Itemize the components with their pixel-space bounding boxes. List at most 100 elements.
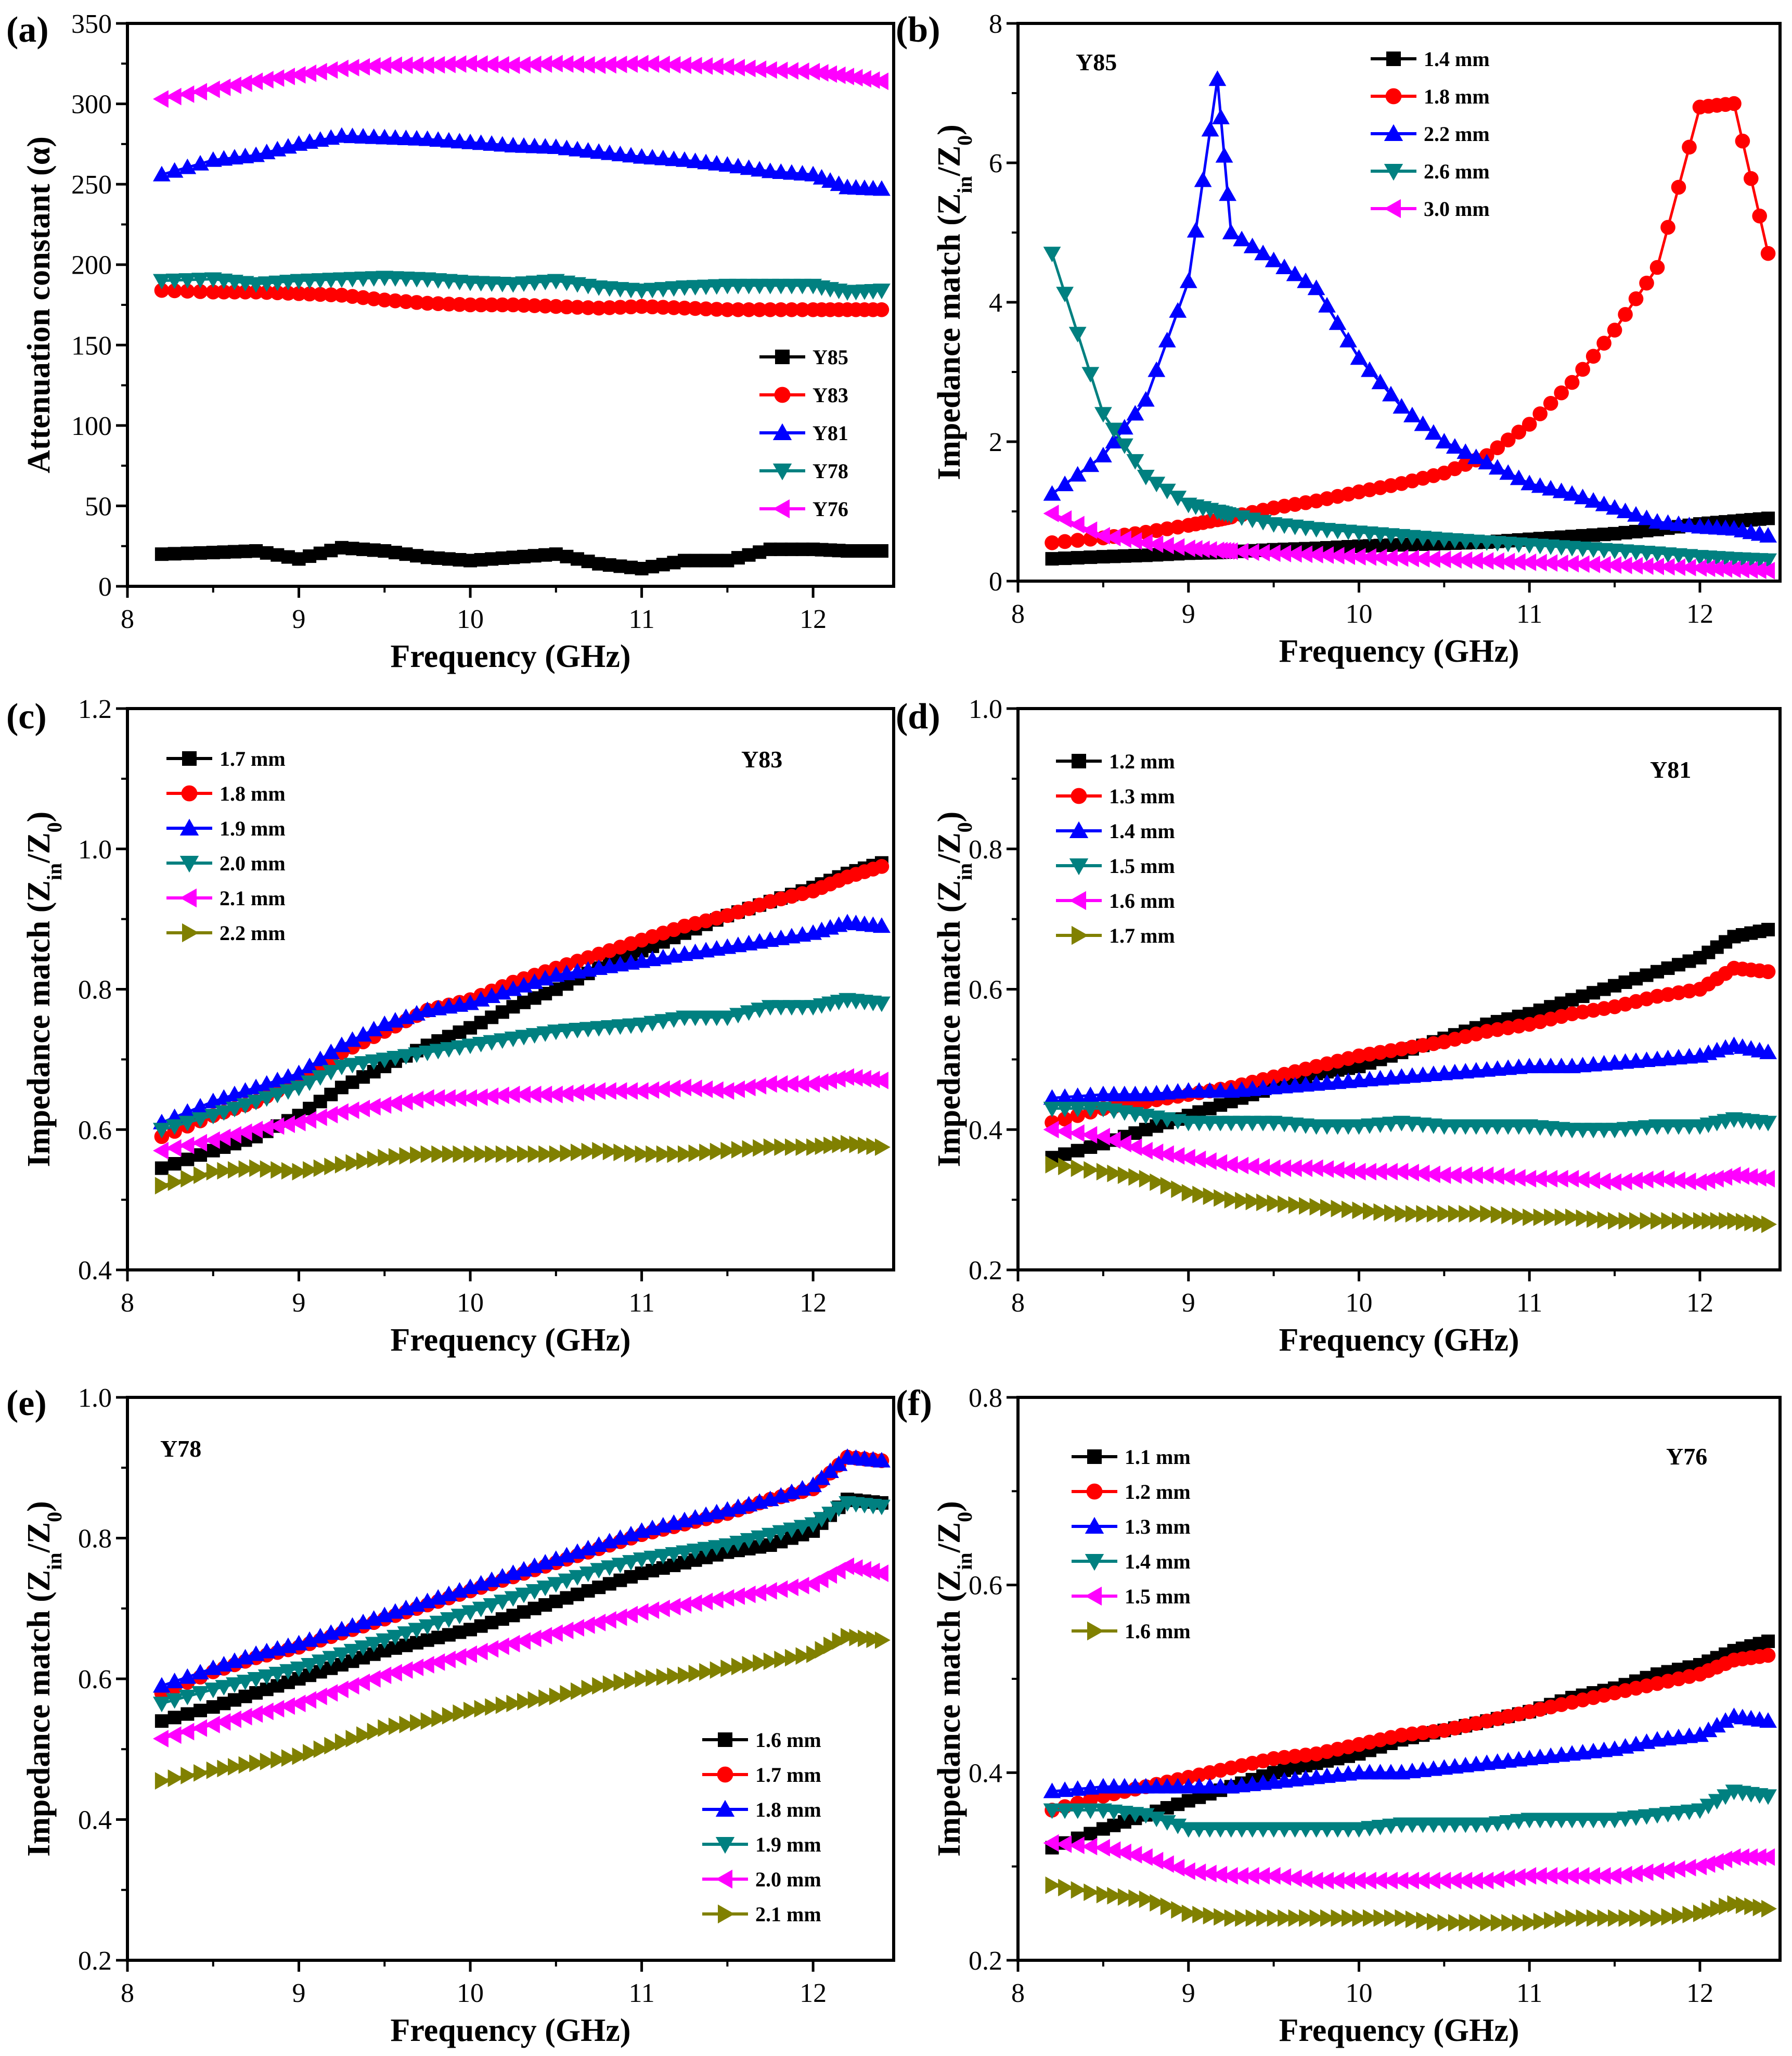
data-point bbox=[665, 150, 683, 166]
data-point bbox=[1717, 1851, 1733, 1869]
data-point bbox=[1045, 1155, 1061, 1174]
data-point bbox=[1331, 1200, 1347, 1217]
data-point bbox=[408, 1047, 426, 1063]
y-tick-label: 0.6 bbox=[78, 1115, 112, 1145]
legend-item: 1.7 mm bbox=[166, 747, 286, 770]
data-point bbox=[322, 1651, 340, 1667]
data-point bbox=[1068, 1087, 1087, 1103]
y-axis-title-subscript: in bbox=[953, 1552, 976, 1570]
series-Y85 bbox=[154, 541, 888, 575]
data-point bbox=[813, 1073, 829, 1091]
data-point bbox=[751, 1077, 767, 1095]
legend-item: 1.9 mm bbox=[702, 1833, 821, 1856]
data-point bbox=[1148, 1852, 1164, 1870]
y-tick-label: 0.6 bbox=[969, 1571, 1002, 1601]
y-axis-title: Impedance match (Zin/Z0) bbox=[932, 812, 976, 1167]
y-tick-label: 50 bbox=[85, 492, 112, 521]
data-point bbox=[1459, 1205, 1475, 1223]
data-point bbox=[547, 1577, 565, 1593]
legend-label: 1.9 mm bbox=[755, 1833, 821, 1856]
data-point bbox=[1222, 542, 1238, 560]
legend-item: Y85 bbox=[759, 345, 848, 369]
data-point bbox=[874, 302, 889, 317]
series-1.5-mm bbox=[1043, 1834, 1775, 1890]
y-axis-title-subscript: in bbox=[953, 176, 976, 193]
data-point bbox=[1584, 555, 1601, 573]
data-point bbox=[204, 1109, 222, 1125]
data-point bbox=[793, 165, 811, 181]
data-point bbox=[677, 1145, 693, 1163]
data-point bbox=[450, 133, 469, 149]
data-point bbox=[398, 294, 414, 310]
data-point bbox=[1488, 1167, 1504, 1185]
chart-panel-d: 8 9 10 11 12 0.2 0.4 0.6 0.8 1.0 Frequency (GHz) Im… bbox=[896, 695, 1782, 1358]
data-point bbox=[495, 1145, 511, 1163]
data-point bbox=[751, 1003, 769, 1019]
y-tick-label: 100 bbox=[71, 412, 112, 441]
data-point bbox=[376, 1633, 394, 1649]
data-point bbox=[268, 1117, 285, 1135]
data-point bbox=[1750, 1848, 1767, 1866]
panel-label: (c) bbox=[6, 697, 47, 737]
y-tick-label: 0.2 bbox=[78, 1946, 112, 1976]
data-point bbox=[830, 1455, 848, 1471]
data-point bbox=[165, 1119, 184, 1135]
data-point bbox=[1708, 1170, 1724, 1188]
data-point bbox=[1169, 302, 1187, 318]
data-point bbox=[178, 1668, 197, 1684]
data-point bbox=[1480, 1913, 1496, 1932]
data-point bbox=[821, 1071, 837, 1089]
data-point bbox=[236, 74, 252, 93]
data-point bbox=[718, 1538, 737, 1554]
data-point bbox=[1382, 1116, 1400, 1133]
data-point bbox=[1068, 1101, 1087, 1117]
data-point bbox=[1682, 139, 1697, 155]
data-point bbox=[1056, 476, 1074, 492]
data-point bbox=[665, 56, 681, 74]
y-axis-title-part: ) bbox=[932, 124, 967, 135]
data-point bbox=[167, 1711, 182, 1725]
data-point bbox=[686, 1544, 704, 1560]
data-point bbox=[178, 1723, 195, 1741]
data-point bbox=[623, 299, 639, 315]
data-point bbox=[1045, 1876, 1061, 1894]
data-point bbox=[472, 55, 488, 73]
data-point bbox=[742, 1140, 758, 1158]
y-axis-title-part: /Z bbox=[21, 1522, 57, 1553]
data-point bbox=[1651, 1909, 1666, 1927]
data-point bbox=[527, 298, 542, 313]
data-point bbox=[378, 1149, 394, 1167]
legend-marker bbox=[181, 785, 198, 802]
x-axis-title: Frequency (GHz) bbox=[1279, 634, 1519, 669]
data-point bbox=[730, 302, 746, 317]
data-point bbox=[430, 296, 446, 311]
data-point bbox=[763, 1652, 779, 1670]
data-point bbox=[1215, 147, 1233, 163]
data-point bbox=[365, 1670, 381, 1688]
data-point bbox=[1638, 1120, 1656, 1136]
data-point bbox=[795, 302, 810, 317]
data-point bbox=[1094, 527, 1110, 545]
data-point bbox=[236, 1123, 252, 1141]
data-point bbox=[191, 1112, 209, 1128]
data-point bbox=[153, 1677, 171, 1693]
data-point bbox=[857, 1629, 873, 1648]
data-point bbox=[773, 302, 789, 317]
x-tick-label: 9 bbox=[292, 605, 306, 634]
data-point bbox=[1543, 396, 1558, 411]
data-point bbox=[1126, 1846, 1142, 1864]
data-point bbox=[1224, 1909, 1240, 1927]
data-point bbox=[181, 546, 195, 560]
data-point bbox=[1105, 433, 1123, 448]
series-2.1-mm bbox=[154, 1627, 891, 1790]
data-point bbox=[622, 1018, 640, 1034]
data-point bbox=[1744, 1214, 1760, 1231]
data-point bbox=[493, 136, 511, 152]
data-point bbox=[388, 293, 403, 309]
data-point bbox=[740, 1005, 758, 1021]
data-point bbox=[504, 1635, 520, 1653]
data-point bbox=[1554, 1910, 1570, 1929]
data-point bbox=[181, 1152, 195, 1166]
data-point bbox=[431, 1710, 447, 1727]
series-3.0-mm bbox=[1043, 505, 1775, 580]
